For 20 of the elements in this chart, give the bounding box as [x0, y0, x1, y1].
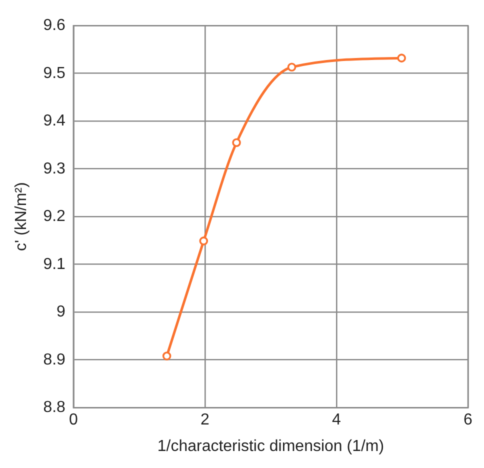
x-axis-title: 1/characteristic dimension (1/m)	[157, 438, 384, 455]
y-tick-label: 9.2	[43, 208, 66, 226]
y-tick-label: 9.5	[43, 64, 66, 82]
y-tick-label: 9.1	[43, 256, 66, 273]
x-tick-label: 2	[200, 412, 210, 429]
y-tick-label: 9.4	[43, 112, 66, 130]
x-tick-label: 4	[332, 412, 342, 429]
y-tick-label: 9.6	[43, 17, 66, 34]
x-tick-label: 0	[68, 412, 78, 429]
point	[162, 352, 172, 360]
y-tick-label: 8.9	[43, 351, 66, 368]
y-tick-label: 8.8	[43, 399, 66, 416]
point	[199, 236, 208, 246]
y-tick-label: 9	[56, 304, 66, 321]
x-tick-label: 6	[464, 412, 473, 429]
y-axis-title: c' (kN/m²)	[13, 182, 30, 252]
point	[287, 62, 296, 72]
point	[232, 138, 241, 147]
y-tick-label: 9.3	[43, 160, 66, 178]
point	[397, 54, 406, 62]
